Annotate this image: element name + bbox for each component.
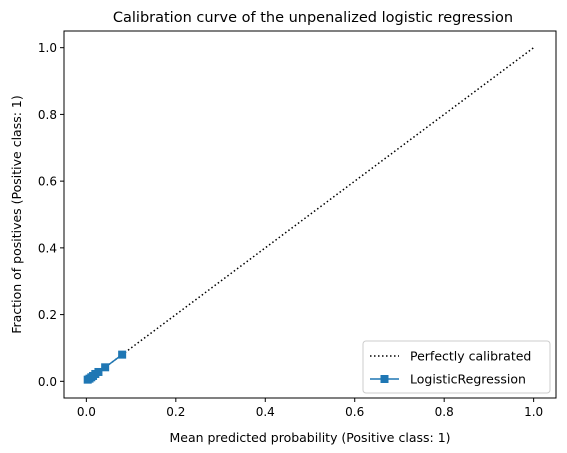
y-axis-label: Fraction of positives (Positive class: 1… xyxy=(9,95,24,334)
x-axis: 0.0 0.2 0.4 0.6 0.8 1.0 xyxy=(77,398,543,419)
x-tick-label: 0.0 xyxy=(77,405,96,419)
plot-frame xyxy=(63,30,557,399)
plot-area xyxy=(83,47,535,384)
data-point xyxy=(118,350,127,359)
data-point xyxy=(101,363,110,372)
legend: Perfectly calibrated LogisticRegression xyxy=(362,340,551,394)
y-tick-label: 0.8 xyxy=(38,108,57,122)
y-tick-label: 1.0 xyxy=(38,41,57,55)
x-tick-label: 0.2 xyxy=(166,405,185,419)
x-tick-label: 0.6 xyxy=(345,405,364,419)
legend-marker-logisticregression xyxy=(380,375,389,383)
legend-label-logisticregression: LogisticRegression xyxy=(410,372,526,387)
legend-label-perfectly-calibrated: Perfectly calibrated xyxy=(410,349,531,364)
x-tick-label: 0.4 xyxy=(256,405,275,419)
y-tick-label: 0.4 xyxy=(38,241,57,255)
series-line-perfectly-calibrated xyxy=(85,47,535,382)
chart-title: Calibration curve of the unpenalized log… xyxy=(113,10,513,26)
y-tick-label: 0.2 xyxy=(38,308,57,322)
x-tick-label: 1.0 xyxy=(524,405,543,419)
legend-box xyxy=(362,340,551,394)
x-tick-label: 0.8 xyxy=(435,405,454,419)
y-tick-label: 0.0 xyxy=(38,375,57,389)
y-tick-label: 0.6 xyxy=(38,175,57,189)
y-axis: 0.0 0.2 0.4 0.6 0.8 1.0 xyxy=(38,41,64,389)
data-point xyxy=(94,367,103,376)
x-axis-label: Mean predicted probability (Positive cla… xyxy=(169,430,450,445)
